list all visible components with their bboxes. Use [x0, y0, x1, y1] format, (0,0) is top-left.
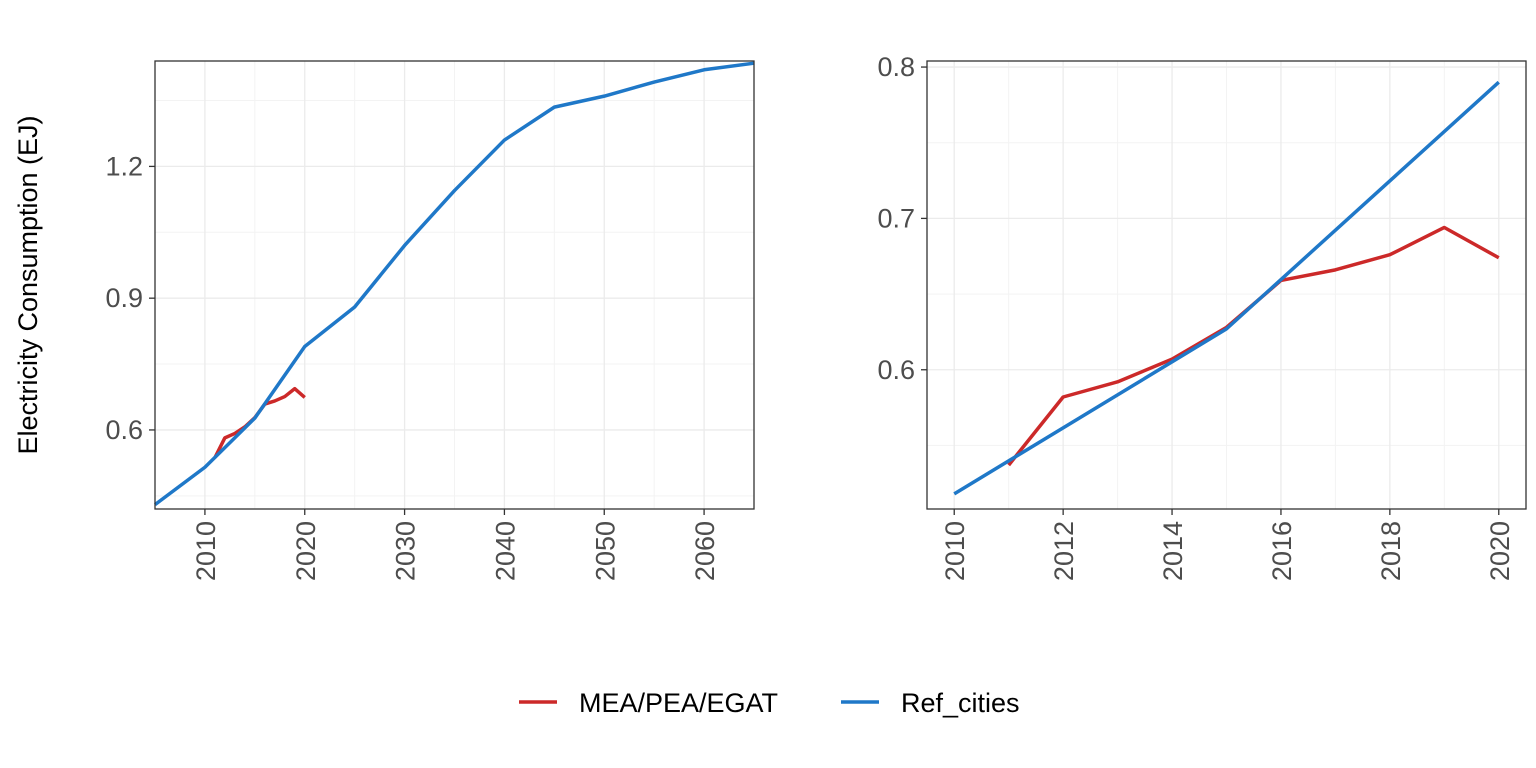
left-panel: 0.6 0.9 1.2 2010 2020 2030 2040 2050 2060 — [105, 60, 755, 581]
x-tick-label: 2014 — [1158, 521, 1188, 581]
series-line-ref-cities — [953, 80, 1500, 496]
y-tick-label: 0.9 — [105, 283, 143, 313]
x-tick-label: 2020 — [291, 521, 321, 581]
y-tick-label: 0.8 — [877, 52, 915, 82]
series-line-ref-cities — [153, 61, 755, 507]
y-tick-label: 0.7 — [877, 203, 915, 233]
y-axis-title: Electricity Consumption (EJ) — [13, 115, 43, 454]
x-tick-label: 2020 — [1485, 521, 1515, 581]
y-tick-label: 0.6 — [877, 355, 915, 385]
x-tick-label: 2060 — [690, 521, 720, 581]
x-tick-label: 2018 — [1376, 521, 1406, 581]
x-tick-label: 2030 — [391, 521, 421, 581]
x-tick-label: 2012 — [1049, 521, 1079, 581]
panel-border — [926, 60, 1527, 510]
x-tick-label: 2040 — [490, 521, 520, 581]
legend: MEA/PEA/EGAT Ref_cities — [519, 688, 1020, 718]
x-tick-label: 2010 — [940, 521, 970, 581]
y-tick-label: 0.6 — [105, 415, 143, 445]
x-tick-label: 2010 — [191, 521, 221, 581]
legend-label-mea-pea-egat: MEA/PEA/EGAT — [579, 688, 778, 718]
right-panel: 0.6 0.7 0.8 2010 2012 2014 2016 2018 2020 — [877, 52, 1527, 581]
x-tick-label: 2050 — [590, 521, 620, 581]
x-tick-label: 2016 — [1267, 521, 1297, 581]
panel-border — [154, 60, 755, 510]
y-tick-label: 1.2 — [105, 151, 143, 181]
legend-label-ref-cities: Ref_cities — [901, 688, 1020, 718]
